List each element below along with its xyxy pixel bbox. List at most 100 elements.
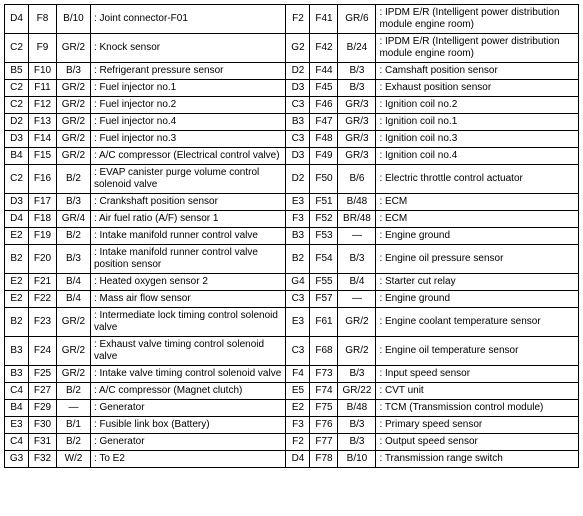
cell-d: : Intake manifold runner control valve p… [90,245,286,274]
cell-h: : Starter cut relay [376,274,579,291]
cell-h: : ECM [376,211,579,228]
cell-b: F30 [28,417,56,434]
cell-b: F27 [28,383,56,400]
cell-e: D3 [286,148,310,165]
cell-g: B/3 [338,63,376,80]
cell-f: F57 [310,291,338,308]
cell-c: GR/2 [56,34,90,63]
cell-e: E3 [286,194,310,211]
cell-c: W/2 [56,451,90,468]
cell-g: B/4 [338,274,376,291]
cell-h: : Primary speed sensor [376,417,579,434]
cell-h: : Engine oil temperature sensor [376,337,579,366]
cell-a: B3 [5,337,29,366]
cell-b: F22 [28,291,56,308]
cell-e: G2 [286,34,310,63]
cell-e: C3 [286,291,310,308]
cell-d: : Intake manifold runner control valve [90,228,286,245]
cell-f: F48 [310,131,338,148]
table-row: E2F19B/2: Intake manifold runner control… [5,228,579,245]
cell-g: B/3 [338,366,376,383]
table-row: B4F15GR/2: A/C compressor (Electrical co… [5,148,579,165]
cell-a: C2 [5,97,29,114]
table-body: D4F8B/10: Joint connector-F01F2F41GR/6: … [5,5,579,468]
cell-c: GR/4 [56,211,90,228]
cell-g: B/6 [338,165,376,194]
cell-h: : Ignition coil no.1 [376,114,579,131]
cell-d: : A/C compressor (Magnet clutch) [90,383,286,400]
cell-d: : Heated oxygen sensor 2 [90,274,286,291]
cell-a: D3 [5,131,29,148]
cell-b: F14 [28,131,56,148]
cell-e: F4 [286,366,310,383]
table-row: E2F22B/4: Mass air flow sensorC3F57—: En… [5,291,579,308]
cell-h: : Engine ground [376,228,579,245]
cell-b: F20 [28,245,56,274]
cell-g: GR/2 [338,337,376,366]
table-row: D3F17B/3: Crankshaft position sensorE3F5… [5,194,579,211]
cell-b: F19 [28,228,56,245]
cell-g: B/24 [338,34,376,63]
cell-h: : Input speed sensor [376,366,579,383]
connector-table: D4F8B/10: Joint connector-F01F2F41GR/6: … [4,4,579,468]
cell-a: E2 [5,274,29,291]
table-row: B5F10B/3: Refrigerant pressure sensorD2F… [5,63,579,80]
cell-c: B/3 [56,63,90,80]
cell-d: : Fusible link box (Battery) [90,417,286,434]
cell-d: : Fuel injector no.1 [90,80,286,97]
cell-d: : Generator [90,434,286,451]
cell-f: F73 [310,366,338,383]
table-row: C4F27B/2: A/C compressor (Magnet clutch)… [5,383,579,400]
cell-c: GR/2 [56,148,90,165]
cell-a: C2 [5,34,29,63]
table-row: B2F23GR/2: Intermediate lock timing cont… [5,308,579,337]
cell-e: E5 [286,383,310,400]
cell-f: F53 [310,228,338,245]
cell-b: F29 [28,400,56,417]
cell-h: : Ignition coil no.2 [376,97,579,114]
cell-a: D4 [5,211,29,228]
cell-g: GR/6 [338,5,376,34]
cell-b: F11 [28,80,56,97]
cell-d: : Knock sensor [90,34,286,63]
cell-d: : A/C compressor (Electrical control val… [90,148,286,165]
cell-f: F68 [310,337,338,366]
cell-e: D4 [286,451,310,468]
table-row: C2F9GR/2: Knock sensorG2F42B/24: IPDM E/… [5,34,579,63]
cell-e: D2 [286,165,310,194]
cell-f: F41 [310,5,338,34]
cell-b: F17 [28,194,56,211]
cell-a: C2 [5,165,29,194]
cell-b: F21 [28,274,56,291]
cell-e: F2 [286,5,310,34]
cell-e: E3 [286,308,310,337]
cell-f: F55 [310,274,338,291]
cell-d: : Fuel injector no.2 [90,97,286,114]
table-row: B4F29—: GeneratorE2F75B/48: TCM (Transmi… [5,400,579,417]
cell-e: C3 [286,337,310,366]
cell-b: F25 [28,366,56,383]
cell-e: C3 [286,97,310,114]
cell-b: F31 [28,434,56,451]
cell-f: F44 [310,63,338,80]
cell-h: : Engine oil pressure sensor [376,245,579,274]
cell-c: B/2 [56,228,90,245]
cell-f: F51 [310,194,338,211]
cell-d: : Crankshaft position sensor [90,194,286,211]
cell-f: F77 [310,434,338,451]
cell-c: B/1 [56,417,90,434]
cell-b: F23 [28,308,56,337]
table-row: D4F18GR/4: Air fuel ratio (A/F) sensor 1… [5,211,579,228]
cell-b: F8 [28,5,56,34]
cell-e: E2 [286,400,310,417]
cell-d: : Generator [90,400,286,417]
table-row: G3F32W/2: To E2D4F78B/10: Transmission r… [5,451,579,468]
cell-b: F12 [28,97,56,114]
cell-g: B/3 [338,245,376,274]
cell-b: F16 [28,165,56,194]
cell-g: B/48 [338,400,376,417]
cell-b: F32 [28,451,56,468]
cell-c: B/3 [56,194,90,211]
table-row: D3F14GR/2: Fuel injector no.3C3F48GR/3: … [5,131,579,148]
cell-e: B2 [286,245,310,274]
